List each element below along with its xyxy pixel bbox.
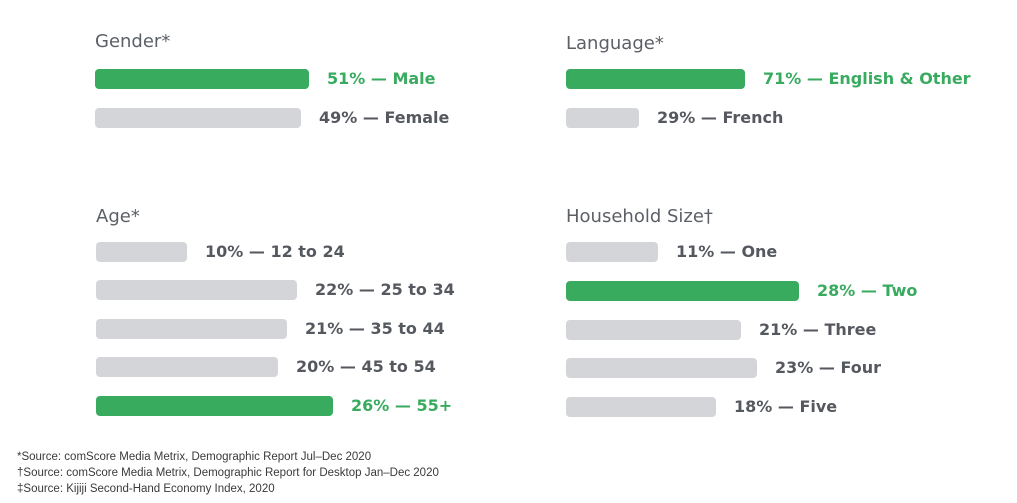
bar bbox=[96, 319, 287, 339]
bar-label: 26% — 55+ bbox=[351, 396, 453, 415]
footnote: ‡Source: Kijiji Second-Hand Economy Inde… bbox=[17, 483, 275, 495]
bar-label: 10% — 12 to 24 bbox=[205, 242, 345, 261]
chart-title: Language* bbox=[566, 33, 664, 54]
bar-label: 20% — 45 to 54 bbox=[296, 357, 436, 376]
bar bbox=[95, 108, 301, 128]
bar-label: 28% — Two bbox=[817, 281, 918, 300]
bar bbox=[566, 108, 639, 128]
bar bbox=[95, 69, 309, 89]
bar-label: 21% — 35 to 44 bbox=[305, 319, 445, 338]
bar-label: 51% — Male bbox=[327, 69, 436, 88]
footnote: *Source: comScore Media Metrix, Demograp… bbox=[17, 451, 372, 463]
bar bbox=[566, 397, 716, 417]
bar bbox=[96, 357, 278, 377]
bar bbox=[566, 320, 741, 340]
bar bbox=[566, 281, 799, 301]
bar-label: 71% — English & Other bbox=[763, 69, 971, 88]
bar bbox=[566, 358, 757, 378]
chart-title: Gender* bbox=[95, 31, 171, 52]
footnotes: *Source: comScore Media Metrix, Demograp… bbox=[17, 449, 439, 497]
bar-label: 18% — Five bbox=[734, 397, 838, 416]
bar bbox=[566, 242, 658, 262]
bar bbox=[96, 396, 333, 416]
bar bbox=[96, 280, 297, 300]
bar bbox=[96, 242, 187, 262]
chart-title: Age* bbox=[96, 206, 140, 227]
chart-title: Household Size† bbox=[566, 206, 713, 227]
bar-label: 22% — 25 to 34 bbox=[315, 280, 455, 299]
bar bbox=[566, 69, 745, 89]
bar-label: 49% — Female bbox=[319, 108, 450, 127]
bar-label: 21% — Three bbox=[759, 320, 877, 339]
bar-label: 11% — One bbox=[676, 242, 778, 261]
footnote: †Source: comScore Media Metrix, Demograp… bbox=[17, 467, 439, 479]
bar-label: 29% — French bbox=[657, 108, 784, 127]
bar-label: 23% — Four bbox=[775, 358, 881, 377]
